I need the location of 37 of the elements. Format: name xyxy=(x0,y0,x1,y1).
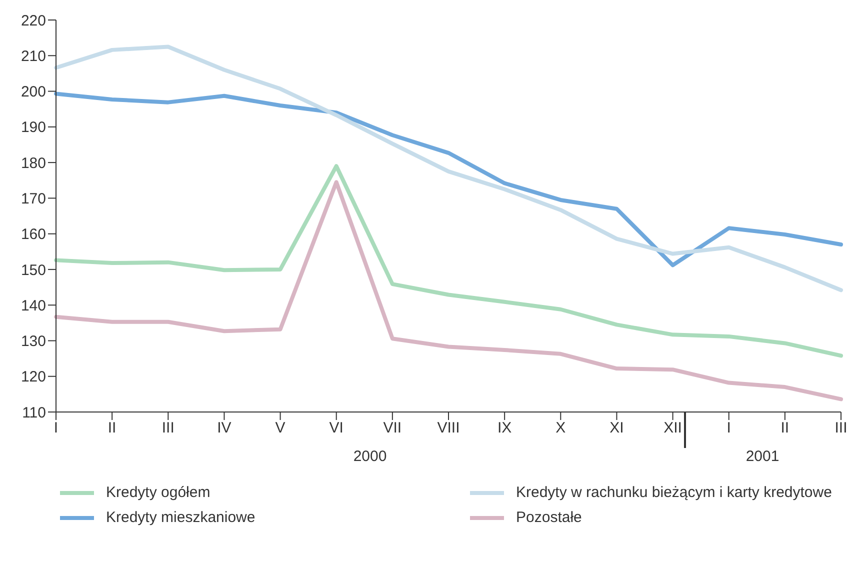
y-tick-label: 200 xyxy=(20,84,46,101)
x-tick-label: IX xyxy=(497,420,512,437)
x-tick-label: VIII xyxy=(437,420,460,437)
x-tick-label: I xyxy=(54,420,58,437)
legend-label: Pozostałe xyxy=(515,509,583,526)
x-tick-label: XI xyxy=(610,420,624,437)
text: 2000 xyxy=(352,448,388,465)
x-tick-label: X xyxy=(556,420,566,437)
line-series xyxy=(54,180,843,402)
text: 2001 xyxy=(744,448,780,465)
line-series xyxy=(54,44,843,292)
y-tick-label: 220 xyxy=(20,12,46,30)
x-tick-label: I xyxy=(726,420,731,437)
x-tick-label: II xyxy=(780,420,790,437)
y-tick-label: 120 xyxy=(20,368,46,386)
y-tick-label: 140 xyxy=(20,297,46,314)
x-tick-label: III xyxy=(162,420,174,437)
x-tick-label: V xyxy=(275,420,286,437)
x-tick-label: XII xyxy=(664,420,682,437)
legend-label: Kredyty w rachunku bieżącym i karty kredytowe xyxy=(515,484,833,501)
y-tick-label: 180 xyxy=(20,154,46,172)
y-tick-label: 190 xyxy=(20,119,46,136)
y-tick-label: 170 xyxy=(20,190,46,208)
line-series xyxy=(54,92,843,268)
x-tick-label: II xyxy=(108,420,116,437)
legend-label: Kredyty ogółem xyxy=(105,484,212,501)
x-tick-label: III xyxy=(834,420,848,437)
y-tick-label: 150 xyxy=(20,262,46,279)
x-tick-label: VI xyxy=(329,420,344,437)
y-tick-label: 160 xyxy=(20,226,46,244)
y-tick-label: 110 xyxy=(22,404,46,422)
x-tick-label: IV xyxy=(217,420,232,437)
x-tick-label: VII xyxy=(383,420,402,437)
line-series xyxy=(54,164,843,358)
legend-label: Kredyty mieszkaniowe xyxy=(105,509,256,526)
y-tick-label: 130 xyxy=(20,333,46,350)
y-tick-label: 210 xyxy=(20,48,46,65)
